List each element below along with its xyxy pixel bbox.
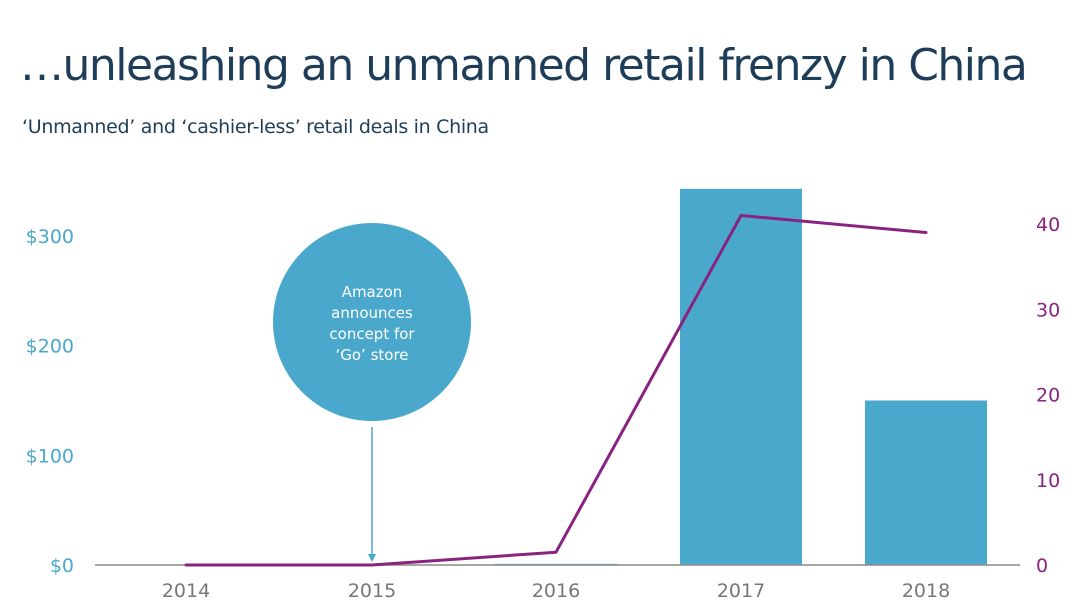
callout-text-line: ‘Go’ store xyxy=(335,346,408,364)
page-title: …unleashing an unmanned retail frenzy in… xyxy=(20,40,1028,91)
callout-text-line: Amazon xyxy=(342,283,403,301)
right-y-tick-label: 10 xyxy=(1036,470,1060,492)
bar-2018 xyxy=(865,400,987,565)
right-y-tick-label: 30 xyxy=(1036,299,1060,321)
right-y-tick-label: 40 xyxy=(1036,214,1060,236)
callout-text-line: concept for xyxy=(329,325,415,343)
callout-text-line: announces xyxy=(331,304,413,322)
left-y-tick-label: $300 xyxy=(26,226,74,248)
x-tick-label: 2015 xyxy=(348,580,396,602)
line-series-group xyxy=(184,213,928,567)
bars-group xyxy=(495,188,987,566)
x-tick-label: 2017 xyxy=(717,580,765,602)
left-y-tick-label: $100 xyxy=(26,445,74,467)
right-y-tick-label: 20 xyxy=(1036,385,1060,407)
x-tick-label: 2018 xyxy=(902,580,950,602)
x-tick-label: 2016 xyxy=(532,580,580,602)
callout-bubble xyxy=(273,223,471,421)
x-tick-label: 2014 xyxy=(162,580,210,602)
down-arrow-icon xyxy=(368,427,376,562)
left-y-tick-label: $0 xyxy=(50,555,74,577)
right-y-tick-label: 0 xyxy=(1036,555,1048,577)
amazon-go-callout: Amazon announces concept for ‘Go’ store xyxy=(273,223,471,562)
right-y-axis: 0 10 20 30 40 xyxy=(1036,214,1060,577)
bar-2017 xyxy=(680,188,802,566)
left-y-tick-label: $200 xyxy=(26,336,74,358)
left-y-axis: $0 $100 $200 $300 xyxy=(26,226,74,577)
x-axis: 2014 2015 2016 2017 2018 xyxy=(162,580,950,602)
chart-subtitle: ‘Unmanned’ and ‘cashier-less’ retail dea… xyxy=(22,116,489,138)
